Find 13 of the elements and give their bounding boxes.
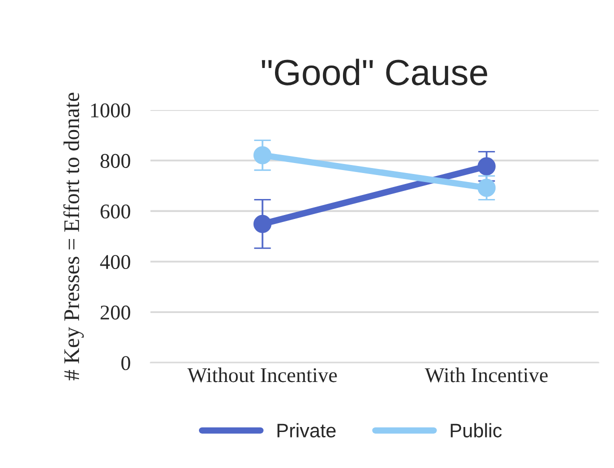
y-axis-title: # Key Presses = Effort to donate: [63, 92, 84, 380]
chart-title: "Good" Cause: [262, 58, 488, 86]
y-tick-label: 800: [100, 154, 130, 168]
y-tick-label: 1000: [91, 103, 130, 118]
y-tick-label: 600: [100, 204, 130, 218]
y-tick-label: 400: [100, 254, 130, 270]
y-tick-label: 0: [121, 356, 130, 370]
point: [478, 178, 496, 197]
x-tick-label: With Incentive: [424, 368, 548, 382]
legend-label: Public: [450, 423, 502, 438]
legend-label: Private: [278, 423, 336, 438]
y-tick-label: 200: [100, 306, 130, 320]
x-tick-label: Without Incentive: [187, 368, 337, 382]
